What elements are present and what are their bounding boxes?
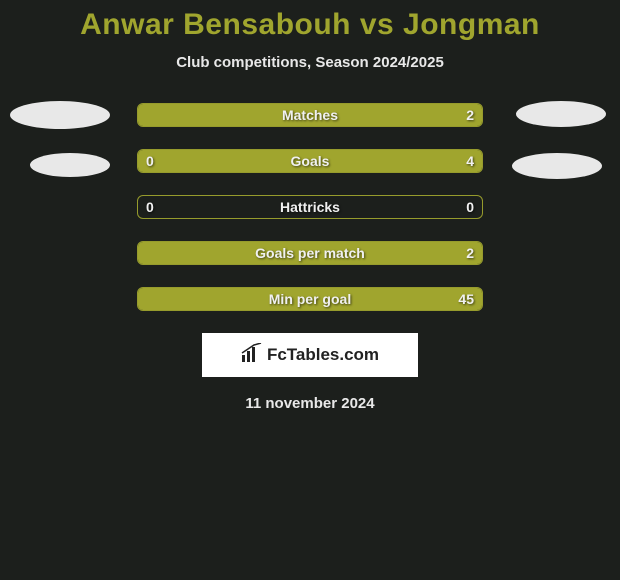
stat-row: Goals per match2	[137, 241, 483, 265]
stat-label: Matches	[138, 104, 482, 126]
player-right-shape-1	[516, 101, 606, 127]
stat-label: Goals	[138, 150, 482, 172]
stat-label: Min per goal	[138, 288, 482, 310]
stat-value-right: 45	[458, 288, 474, 310]
date-line: 11 november 2024	[0, 395, 620, 412]
stat-value-right: 0	[466, 196, 474, 218]
stat-value-right: 2	[466, 104, 474, 126]
stat-label: Goals per match	[138, 242, 482, 264]
stat-value-right: 2	[466, 242, 474, 264]
stat-row: 0Hattricks0	[137, 195, 483, 219]
stats-area: Matches20Goals40Hattricks0Goals per matc…	[0, 103, 620, 311]
page-title: Anwar Bensabouh vs Jongman	[0, 8, 620, 42]
stat-value-right: 4	[466, 150, 474, 172]
comparison-card: Anwar Bensabouh vs Jongman Club competit…	[0, 0, 620, 412]
stat-label: Hattricks	[138, 196, 482, 218]
stat-row: Min per goal45	[137, 287, 483, 311]
logo-text: FcTables.com	[267, 345, 379, 365]
stat-bars: Matches20Goals40Hattricks0Goals per matc…	[137, 103, 483, 311]
player-left-shape-2	[30, 153, 110, 177]
player-left-shape-1	[10, 101, 110, 129]
player-right-shape-2	[512, 153, 602, 179]
subtitle: Club competitions, Season 2024/2025	[0, 54, 620, 71]
logo-box[interactable]: FcTables.com	[202, 333, 418, 377]
chart-icon	[241, 343, 263, 368]
stat-row: 0Goals4	[137, 149, 483, 173]
stat-row: Matches2	[137, 103, 483, 127]
